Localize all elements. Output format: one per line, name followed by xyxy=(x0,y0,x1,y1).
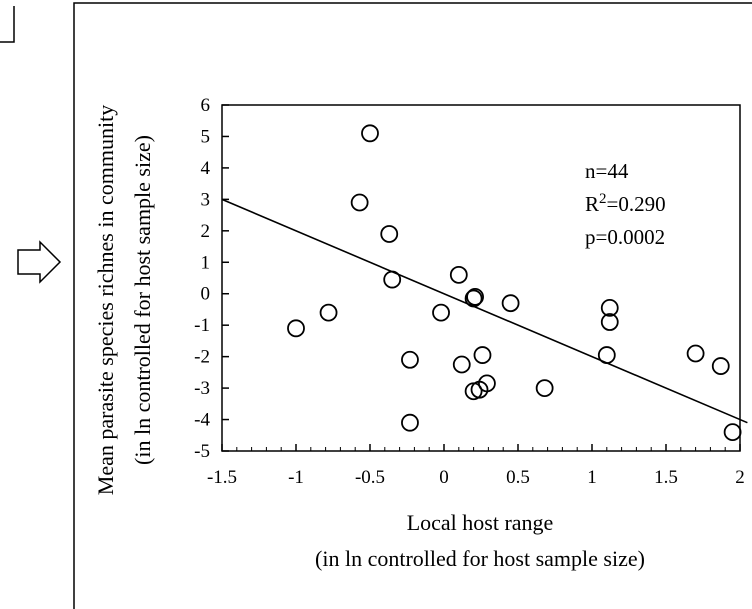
y-tick-label: 6 xyxy=(201,95,211,116)
y-axis-sublabel: (in ln controlled for host sample size) xyxy=(130,135,155,465)
x-tick-label: 0.5 xyxy=(506,467,530,488)
data-point xyxy=(466,287,484,306)
y-tick-label: -3 xyxy=(194,378,210,399)
x-tick-label: -1 xyxy=(288,467,304,488)
y-tick-label: 3 xyxy=(201,189,211,210)
data-point xyxy=(383,270,402,289)
data-point xyxy=(501,294,520,313)
y-tick-label: -2 xyxy=(194,347,210,368)
x-tick-label: -0.5 xyxy=(355,467,385,488)
y-tick-label: -4 xyxy=(194,410,210,431)
data-point xyxy=(464,289,483,308)
y-axis-label: Mean parasite species richnes in communi… xyxy=(93,105,118,495)
x-axis-ticks: -1.5 -1 -0.5 0 0.5 1 1.5 2 xyxy=(207,444,745,488)
x-axis-label: Local host range xyxy=(407,510,554,535)
data-point xyxy=(686,344,705,363)
x-tick-label: -1.5 xyxy=(207,467,237,488)
data-point xyxy=(361,124,379,143)
stat-n: n=44 xyxy=(585,159,629,183)
data-point xyxy=(350,193,369,212)
arrow-right-icon xyxy=(17,240,62,284)
y-axis-ticks: -5 -4 -3 -2 -1 0 1 2 3 4 5 6 xyxy=(194,95,229,462)
x-tick-label: 2 xyxy=(735,467,745,488)
regression-line xyxy=(221,198,748,424)
adjacent-panel-edge xyxy=(0,6,15,43)
data-point xyxy=(597,346,616,364)
data-point xyxy=(452,355,471,374)
stat-r2: R2=0.290 xyxy=(585,191,666,216)
data-point xyxy=(473,346,492,364)
data-point xyxy=(478,374,496,393)
data-point xyxy=(600,313,619,331)
x-tick-label: 1 xyxy=(587,467,597,488)
regression-line-group xyxy=(221,198,748,424)
y-tick-label: -5 xyxy=(194,441,210,462)
x-tick-label: 0 xyxy=(439,467,449,488)
x-axis-sublabel: (in ln controlled for host sample size) xyxy=(315,546,645,571)
plot-frame xyxy=(221,104,741,452)
data-point xyxy=(401,413,419,432)
x-tick-label: 1.5 xyxy=(654,467,678,488)
y-tick-label: 0 xyxy=(201,284,211,305)
data-point xyxy=(535,379,554,397)
data-point xyxy=(287,319,305,338)
data-point xyxy=(711,357,730,375)
data-point xyxy=(600,298,619,317)
y-tick-label: -1 xyxy=(194,315,210,336)
data-point xyxy=(380,225,399,243)
data-points xyxy=(287,124,742,442)
stat-p: p=0.0002 xyxy=(585,225,665,249)
y-tick-label: 1 xyxy=(201,252,211,273)
data-point xyxy=(723,423,742,442)
data-point xyxy=(432,303,450,322)
y-tick-label: 4 xyxy=(201,158,211,179)
data-point xyxy=(319,303,338,322)
y-tick-label: 2 xyxy=(201,221,211,242)
y-tick-label: 5 xyxy=(201,126,211,147)
panel-frame xyxy=(73,2,752,609)
data-point xyxy=(449,265,468,284)
data-point xyxy=(401,350,419,369)
